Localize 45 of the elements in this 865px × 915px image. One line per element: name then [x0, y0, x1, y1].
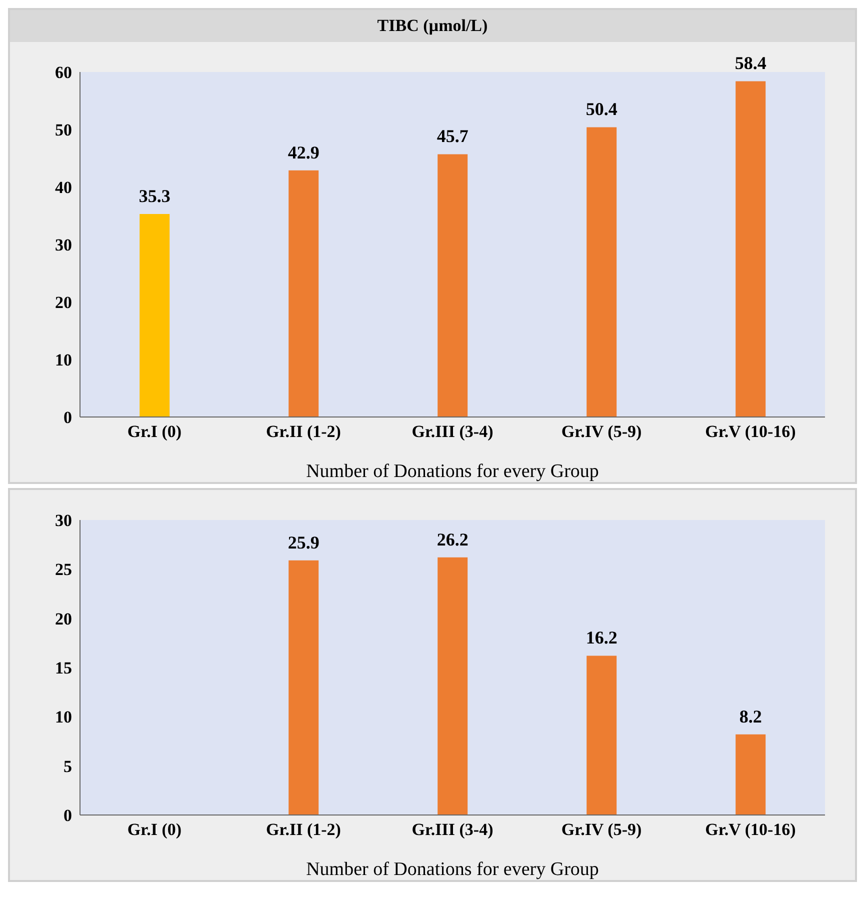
bar	[288, 170, 319, 417]
bar	[736, 734, 766, 815]
data-label: 25.9	[288, 532, 320, 552]
y-tick-label: 5	[64, 756, 72, 776]
x-tick-label: Gr.II (1-2)	[266, 820, 341, 840]
y-tick-label: 10	[55, 350, 72, 370]
bar	[586, 656, 617, 815]
y-tick-label: 40	[55, 178, 72, 198]
bar	[438, 557, 468, 815]
data-label: 26.2	[436, 529, 468, 550]
data-label: 50.4	[586, 99, 618, 120]
x-axis-title: Number of Donations for every Group	[306, 461, 599, 482]
y-tick-label: 50	[55, 120, 72, 140]
x-tick-label: Gr.III (3-4)	[412, 422, 494, 442]
bar	[140, 214, 170, 417]
bar	[736, 81, 766, 417]
y-tick-label: 20	[55, 293, 72, 312]
bar	[586, 127, 617, 417]
data-label: 16.2	[586, 628, 618, 648]
bar	[438, 154, 468, 417]
data-label: 58.4	[734, 53, 766, 74]
y-tick-label: 15	[55, 658, 72, 678]
x-tick-label: Gr.V (10-16)	[705, 820, 796, 840]
x-tick-label: Gr.II (1-2)	[266, 422, 341, 442]
y-tick-label: 10	[55, 708, 72, 727]
bar	[288, 560, 319, 815]
y-tick-label: 30	[55, 511, 72, 530]
x-tick-label: Gr.III (3-4)	[412, 820, 494, 840]
x-tick-label: Gr.I (0)	[127, 422, 182, 442]
x-tick-label: Gr.IV (5-9)	[561, 422, 642, 442]
y-tick-label: 0	[64, 806, 72, 826]
y-tick-label: 30	[55, 236, 72, 255]
x-tick-label: Gr.V (10-16)	[705, 422, 796, 442]
x-tick-label: Gr.I (0)	[127, 820, 182, 840]
data-label: 8.2	[739, 706, 762, 726]
y-tick-label: 0	[64, 408, 72, 428]
chart-title: TIBC (µmol/L)	[10, 10, 855, 42]
y-tick-label: 60	[55, 63, 72, 82]
data-label: 35.3	[138, 186, 170, 206]
data-label: 42.9	[288, 142, 320, 162]
data-label: 45.7	[436, 126, 468, 146]
y-tick-label: 20	[55, 609, 72, 628]
x-tick-label: Gr.IV (5-9)	[561, 820, 642, 840]
y-tick-label: 25	[55, 560, 72, 580]
x-axis-title: Number of Donations for every Group	[306, 859, 599, 880]
